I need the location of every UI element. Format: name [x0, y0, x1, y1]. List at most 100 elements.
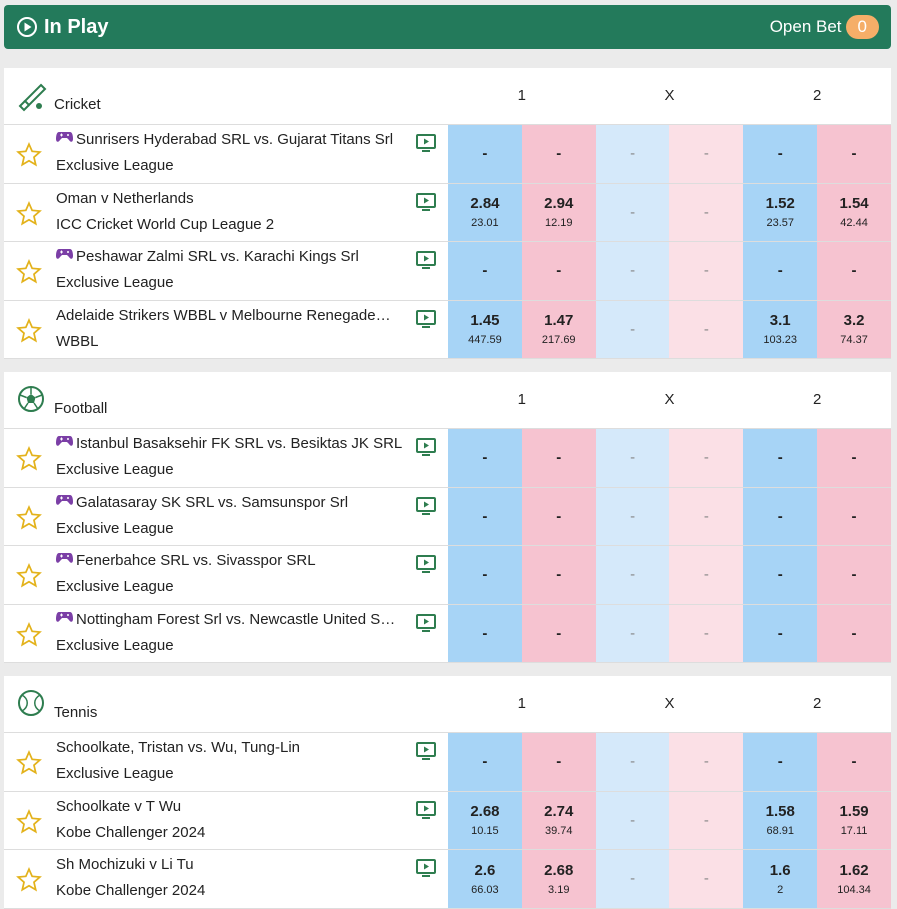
odds-cell[interactable]: -	[448, 487, 522, 545]
favourite-star[interactable]	[16, 867, 42, 898]
event-name-line[interactable]: Sunrisers Hyderabad SRL vs. Gujarat Tita…	[56, 131, 393, 148]
odds-cell[interactable]: -	[521, 429, 596, 487]
odds-cell[interactable]: 2.74 39.74	[521, 791, 596, 849]
odds-cell[interactable]: -	[595, 300, 670, 358]
odds-cell[interactable]: 2.68 10.15	[448, 791, 522, 849]
odds-cell[interactable]: -	[521, 487, 596, 545]
event-name-line[interactable]: Nottingham Forest Srl vs. Newcastle Unit…	[56, 611, 395, 628]
odds-cell[interactable]: -	[743, 242, 818, 300]
odds-cell[interactable]: 1.54 42.44	[817, 183, 891, 241]
event-name[interactable]: Schoolkate v T Wu	[56, 797, 182, 815]
favourite-star[interactable]	[16, 504, 42, 536]
odds-cell[interactable]: -	[743, 429, 818, 487]
live-tv-icon[interactable]	[416, 859, 436, 882]
odds-cell[interactable]: -	[595, 604, 670, 662]
odds-cell[interactable]: -	[817, 733, 891, 791]
odds-cell[interactable]: -	[669, 487, 744, 545]
odds-cell[interactable]: -	[817, 604, 891, 662]
odds-cell[interactable]: -	[669, 850, 744, 908]
event-name[interactable]: Schoolkate, Tristan vs. Wu, Tung-Lin	[56, 739, 301, 756]
odds-cell[interactable]: -	[743, 546, 818, 604]
event-name-line[interactable]: Istanbul Basaksehir FK SRL vs. Besiktas …	[56, 435, 402, 452]
event-name[interactable]: Sh Mochizuki v Li Tu	[56, 856, 194, 873]
odds-cell[interactable]: -	[817, 242, 891, 300]
odds-cell[interactable]: -	[669, 546, 744, 604]
odds-cell[interactable]: 2.84 23.01	[448, 183, 522, 241]
odds-cell[interactable]: -	[669, 604, 744, 662]
odds-cell[interactable]: -	[669, 183, 744, 241]
odds-cell[interactable]: -	[669, 429, 744, 487]
favourite-star[interactable]	[16, 317, 42, 349]
event-name-line[interactable]: Galatasaray SK SRL vs. Samsunspor Srl	[56, 494, 348, 511]
event-name-line[interactable]: Schoolkate v T Wu	[56, 798, 181, 815]
odds-cell[interactable]: -	[743, 604, 818, 662]
favourite-star[interactable]	[16, 563, 42, 594]
odds-cell[interactable]: -	[448, 429, 522, 487]
odds-cell[interactable]: -	[448, 733, 522, 791]
live-tv-icon[interactable]	[416, 496, 436, 520]
event-name[interactable]: Oman v Netherlands	[56, 189, 194, 207]
odds-cell[interactable]: -	[743, 733, 818, 791]
event-name[interactable]: Adelaide Strikers WBBL v Melbourne Reneg…	[56, 306, 391, 324]
odds-cell[interactable]: -	[817, 429, 891, 487]
odds-cell[interactable]: -	[817, 487, 891, 545]
favourite-star[interactable]	[16, 808, 42, 840]
odds-cell[interactable]: -	[669, 125, 744, 183]
odds-cell[interactable]: -	[521, 546, 596, 604]
odds-cell[interactable]: -	[595, 850, 670, 908]
event-name-line[interactable]: Peshawar Zalmi SRL vs. Karachi Kings Srl	[56, 248, 359, 265]
odds-cell[interactable]: 3.1 103.23	[743, 300, 818, 358]
odds-cell[interactable]: -	[521, 242, 596, 300]
odds-cell[interactable]: 1.62 104.34	[817, 850, 891, 908]
live-tv-icon[interactable]	[416, 555, 436, 578]
event-name-line[interactable]: Fenerbahce SRL vs. Sivasspor SRL	[56, 552, 316, 569]
odds-cell[interactable]: 2.68 3.19	[521, 850, 596, 908]
favourite-star[interactable]	[16, 142, 42, 173]
odds-cell[interactable]: -	[669, 791, 744, 849]
live-tv-icon[interactable]	[416, 742, 436, 765]
event-name-line[interactable]: Oman v Netherlands	[56, 190, 194, 207]
event-name[interactable]: Fenerbahce SRL vs. Sivasspor SRL	[76, 552, 316, 569]
odds-cell[interactable]: -	[595, 429, 670, 487]
live-tv-icon[interactable]	[416, 438, 436, 461]
odds-cell[interactable]: 1.59 17.11	[817, 791, 891, 849]
odds-cell[interactable]: -	[743, 487, 818, 545]
favourite-star[interactable]	[16, 446, 42, 477]
odds-cell[interactable]: -	[521, 733, 596, 791]
odds-cell[interactable]: -	[669, 300, 744, 358]
odds-cell[interactable]: 2.94 12.19	[521, 183, 596, 241]
live-tv-icon[interactable]	[416, 613, 436, 637]
odds-cell[interactable]: -	[448, 125, 522, 183]
odds-cell[interactable]: -	[595, 242, 670, 300]
live-tv-icon[interactable]	[416, 192, 436, 216]
odds-cell[interactable]: 2.6 66.03	[448, 850, 522, 908]
open-bet[interactable]: Open Bet	[769, 17, 842, 36]
odds-cell[interactable]: 1.47 217.69	[521, 300, 596, 358]
odds-cell[interactable]: -	[669, 733, 744, 791]
odds-cell[interactable]: 3.2 74.37	[817, 300, 891, 358]
live-tv-icon[interactable]	[416, 134, 436, 157]
event-name[interactable]: Galatasaray SK SRL vs. Samsunspor Srl	[76, 493, 349, 511]
odds-cell[interactable]: -	[743, 125, 818, 183]
live-tv-icon[interactable]	[416, 309, 436, 333]
favourite-star[interactable]	[16, 200, 42, 232]
odds-cell[interactable]: -	[669, 242, 744, 300]
live-tv-icon[interactable]	[416, 800, 436, 824]
odds-cell[interactable]: 1.52 23.57	[743, 183, 818, 241]
favourite-star[interactable]	[16, 750, 42, 781]
odds-cell[interactable]: -	[521, 125, 596, 183]
favourite-star[interactable]	[16, 621, 42, 653]
odds-cell[interactable]: -	[595, 791, 670, 849]
odds-cell[interactable]: -	[817, 125, 891, 183]
odds-cell[interactable]: -	[448, 604, 522, 662]
event-name[interactable]: Sunrisers Hyderabad SRL vs. Gujarat Tita…	[76, 131, 394, 148]
event-name-line[interactable]: Adelaide Strikers WBBL v Melbourne Reneg…	[56, 307, 391, 324]
odds-cell[interactable]: -	[595, 733, 670, 791]
favourite-star[interactable]	[16, 259, 42, 290]
odds-cell[interactable]: -	[595, 183, 670, 241]
event-name[interactable]: Nottingham Forest Srl vs. Newcastle Unit…	[76, 610, 396, 628]
odds-cell[interactable]: 1.45 447.59	[448, 300, 522, 358]
odds-cell[interactable]: -	[448, 242, 522, 300]
odds-cell[interactable]: 1.58 68.91	[743, 791, 818, 849]
odds-cell[interactable]: -	[595, 546, 670, 604]
